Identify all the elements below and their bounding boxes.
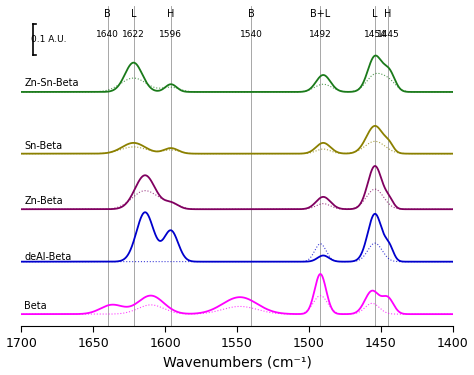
Text: 0.1 A.U.: 0.1 A.U. (31, 35, 66, 44)
Text: Zn-Sn-Beta: Zn-Sn-Beta (24, 78, 79, 88)
Text: B: B (248, 9, 255, 20)
Text: Zn-Beta: Zn-Beta (24, 196, 63, 207)
Text: 1445: 1445 (376, 30, 399, 39)
Text: 1622: 1622 (122, 30, 145, 39)
Text: 1540: 1540 (240, 30, 263, 39)
Text: L: L (372, 9, 378, 20)
X-axis label: Wavenumbers (cm⁻¹): Wavenumbers (cm⁻¹) (163, 356, 311, 369)
Text: 1596: 1596 (159, 30, 182, 39)
Text: Beta: Beta (24, 302, 47, 311)
Text: deAl-Beta: deAl-Beta (24, 252, 72, 262)
Text: H: H (167, 9, 174, 20)
Text: 1640: 1640 (96, 30, 119, 39)
Text: 1492: 1492 (309, 30, 332, 39)
Text: L: L (131, 9, 137, 20)
Text: H: H (384, 9, 392, 20)
Text: B+L: B+L (310, 9, 330, 20)
Text: Sn-Beta: Sn-Beta (24, 141, 63, 151)
Text: 1454: 1454 (364, 30, 386, 39)
Text: B: B (104, 9, 111, 20)
